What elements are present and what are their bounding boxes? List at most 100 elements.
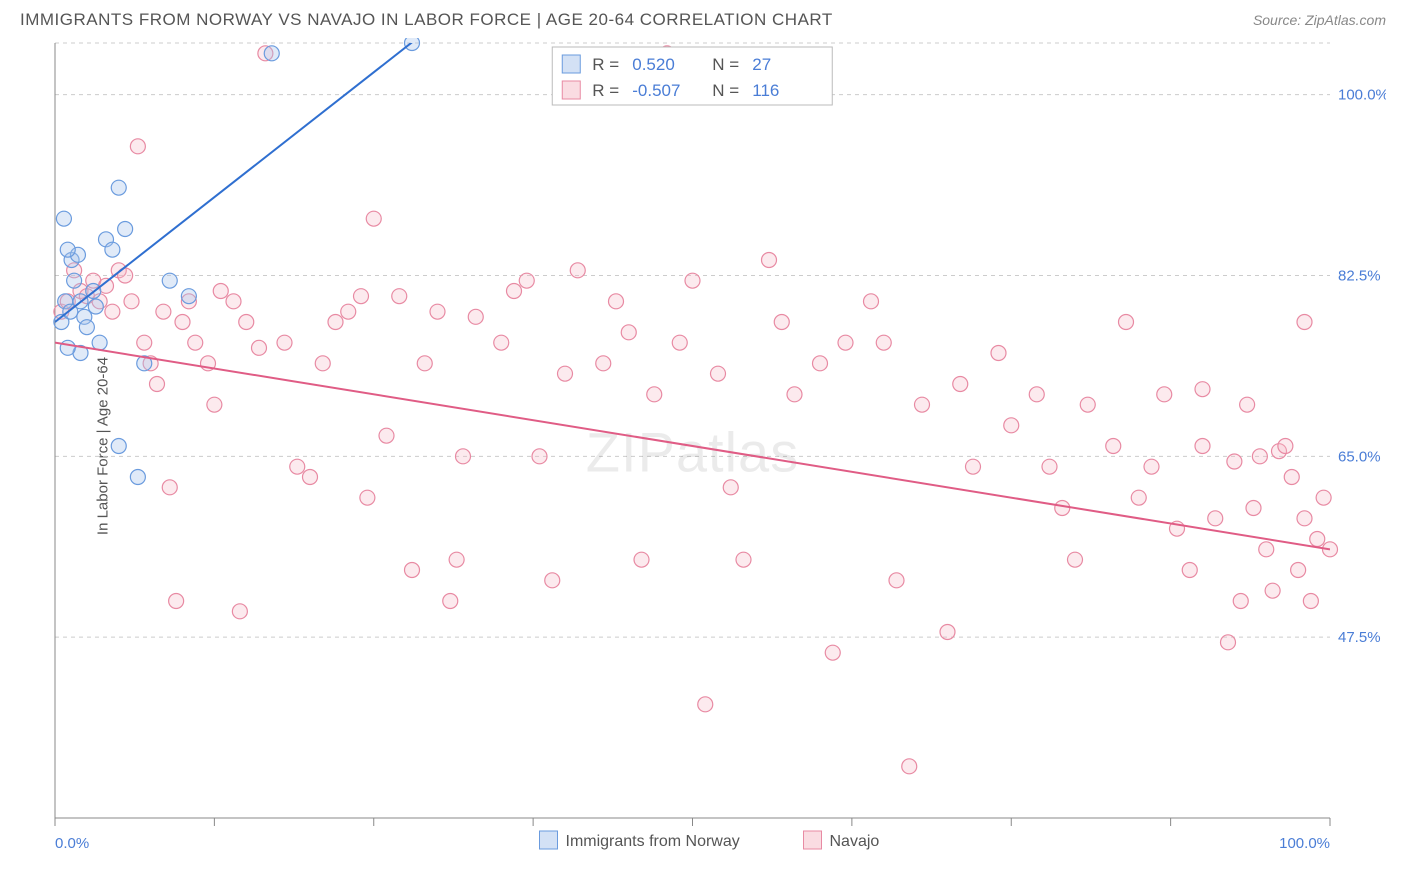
legend-r-label: R = — [592, 81, 619, 100]
legend-series-label: Immigrants from Norway — [566, 833, 740, 850]
chart-title: IMMIGRANTS FROM NORWAY VS NAVAJO IN LABO… — [20, 10, 833, 30]
data-point — [264, 46, 279, 61]
data-point — [532, 449, 547, 464]
data-point — [711, 366, 726, 381]
legend-r-value: -0.507 — [632, 81, 680, 100]
data-point — [864, 294, 879, 309]
data-point — [67, 273, 82, 288]
data-point — [1246, 501, 1261, 516]
data-point — [379, 428, 394, 443]
data-point — [1297, 511, 1312, 526]
data-point — [1252, 449, 1267, 464]
data-point — [507, 284, 522, 299]
data-point — [360, 490, 375, 505]
chart-source: Source: ZipAtlas.com — [1253, 12, 1386, 28]
data-point — [1004, 418, 1019, 433]
data-point — [609, 294, 624, 309]
data-point — [698, 697, 713, 712]
data-point — [787, 387, 802, 402]
data-point — [570, 263, 585, 278]
data-point — [1316, 490, 1331, 505]
data-point — [156, 304, 171, 319]
data-point — [252, 340, 267, 355]
data-point — [79, 320, 94, 335]
legend-swatch — [804, 831, 822, 849]
data-point — [876, 335, 891, 350]
legend-r-label: R = — [592, 55, 619, 74]
data-point — [162, 273, 177, 288]
legend-swatch — [540, 831, 558, 849]
data-point — [519, 273, 534, 288]
data-point — [405, 38, 420, 51]
data-point — [902, 759, 917, 774]
data-point — [124, 294, 139, 309]
data-point — [181, 289, 196, 304]
data-point — [1182, 563, 1197, 578]
data-point — [354, 289, 369, 304]
data-point — [137, 335, 152, 350]
data-point — [1240, 397, 1255, 412]
data-point — [953, 377, 968, 392]
data-point — [966, 459, 981, 474]
data-point — [596, 356, 611, 371]
data-point — [1080, 397, 1095, 412]
data-point — [111, 180, 126, 195]
data-point — [449, 552, 464, 567]
legend-n-value: 27 — [752, 55, 771, 74]
data-point — [1106, 439, 1121, 454]
data-point — [1221, 635, 1236, 650]
legend-swatch — [562, 81, 580, 99]
data-point — [838, 335, 853, 350]
data-point — [92, 335, 107, 350]
legend-n-label: N = — [712, 55, 739, 74]
data-point — [940, 625, 955, 640]
data-point — [915, 397, 930, 412]
data-point — [1284, 470, 1299, 485]
data-point — [290, 459, 305, 474]
data-point — [545, 573, 560, 588]
data-point — [1195, 439, 1210, 454]
data-point — [111, 439, 126, 454]
data-point — [303, 470, 318, 485]
data-point — [991, 346, 1006, 361]
y-tick-label: 47.5% — [1338, 629, 1381, 646]
data-point — [417, 356, 432, 371]
data-point — [736, 552, 751, 567]
data-point — [889, 573, 904, 588]
data-point — [405, 563, 420, 578]
legend-swatch — [562, 55, 580, 73]
legend-r-value: 0.520 — [632, 55, 675, 74]
data-point — [341, 304, 356, 319]
data-point — [685, 273, 700, 288]
data-point — [213, 284, 228, 299]
data-point — [634, 552, 649, 567]
data-point — [162, 480, 177, 495]
data-point — [1291, 563, 1306, 578]
data-point — [315, 356, 330, 371]
data-point — [825, 645, 840, 660]
data-point — [392, 289, 407, 304]
data-point — [105, 304, 120, 319]
data-point — [672, 335, 687, 350]
data-point — [456, 449, 471, 464]
data-point — [468, 309, 483, 324]
data-point — [443, 594, 458, 609]
data-point — [558, 366, 573, 381]
x-tick-label-left: 0.0% — [55, 835, 89, 852]
data-point — [1029, 387, 1044, 402]
watermark: ZIPatlas — [586, 420, 799, 483]
data-point — [1055, 501, 1070, 516]
data-point — [1144, 459, 1159, 474]
data-point — [762, 253, 777, 268]
data-point — [813, 356, 828, 371]
data-point — [207, 397, 222, 412]
data-point — [1042, 459, 1057, 474]
data-point — [723, 480, 738, 495]
data-point — [1297, 315, 1312, 330]
y-tick-label: 100.0% — [1338, 87, 1386, 104]
data-point — [226, 294, 241, 309]
data-point — [1303, 594, 1318, 609]
data-point — [1310, 532, 1325, 547]
data-point — [60, 242, 75, 257]
data-point — [239, 315, 254, 330]
